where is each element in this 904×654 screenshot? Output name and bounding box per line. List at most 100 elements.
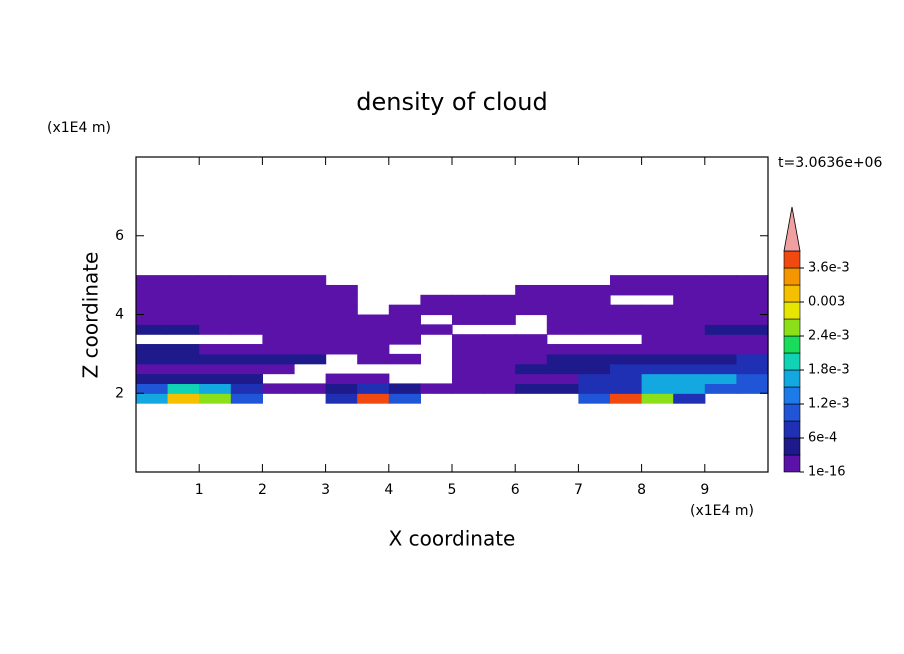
contour-cell <box>230 373 263 385</box>
contour-cell <box>483 383 516 394</box>
contour-cell <box>199 393 232 404</box>
contour-cell <box>388 314 421 325</box>
annotation: t=3.0636e+06 <box>778 155 882 171</box>
contour-cell <box>704 334 737 345</box>
y-tick-label: 4 <box>115 307 124 323</box>
contour-cell <box>610 344 643 355</box>
colorbar-band <box>783 403 801 422</box>
contour-cell <box>673 294 706 306</box>
colorbar-tick-label: 1.8e-3 <box>808 363 850 378</box>
contour-cell <box>578 344 611 355</box>
contour-cell <box>167 324 200 335</box>
contour-cell <box>199 324 232 335</box>
contour-cell <box>704 353 737 365</box>
contour-cell <box>704 373 737 385</box>
colorbar-tick-label: 1e-16 <box>808 465 846 480</box>
contour-cell <box>199 383 232 394</box>
contour-cell <box>736 334 769 345</box>
contour-cell <box>546 383 579 394</box>
contour-cell <box>641 344 674 355</box>
contour-cell <box>167 373 200 385</box>
contour-cell <box>199 344 232 355</box>
contour-cell <box>199 304 232 316</box>
contour-cell <box>136 353 169 365</box>
contour-cell <box>515 334 548 345</box>
contour-cell <box>262 363 295 375</box>
contour-cell <box>610 393 643 404</box>
colorbar-tick-label: 2.4e-3 <box>808 329 850 344</box>
contour-cell <box>736 275 769 286</box>
chart-title: density of cloud <box>356 88 547 116</box>
y-tick-label: 2 <box>115 385 124 401</box>
contour-cell <box>420 304 453 316</box>
contour-cell <box>641 284 674 296</box>
contour-cell <box>673 393 706 404</box>
colorbar-band <box>783 369 801 388</box>
contour-cell <box>673 373 706 385</box>
contour-cell <box>167 353 200 365</box>
contour-cell <box>515 344 548 355</box>
contour-cell <box>136 314 169 325</box>
contour-cell <box>610 275 643 286</box>
contour-cell <box>230 353 263 365</box>
contour-cell <box>610 363 643 375</box>
contour-cell <box>641 383 674 394</box>
contour-cell <box>704 344 737 355</box>
contour-cell <box>136 393 169 404</box>
contour-cell <box>262 284 295 296</box>
contour-cell <box>262 304 295 316</box>
contour-cell <box>546 324 579 335</box>
contour-cell <box>199 275 232 286</box>
contour-cell <box>736 284 769 296</box>
contour-cell <box>483 363 516 375</box>
contour-cell <box>262 294 295 306</box>
x-tick-label: 5 <box>448 482 457 498</box>
contour-cell <box>199 353 232 365</box>
contour-cell <box>420 324 453 335</box>
contour-cell <box>262 334 295 345</box>
contour-cell <box>736 353 769 365</box>
contour-cell <box>230 275 263 286</box>
contour-cell <box>578 314 611 325</box>
x-tick-label: 1 <box>195 482 204 498</box>
contour-cell <box>452 353 485 365</box>
contour-cell <box>357 353 390 365</box>
x-tick-label: 7 <box>574 482 583 498</box>
contour-cell <box>294 324 327 335</box>
y-tick-label: 6 <box>115 228 124 244</box>
contour-cell <box>483 304 516 316</box>
contour-cell <box>452 383 485 394</box>
contour-cell <box>294 334 327 345</box>
contour-cell <box>452 294 485 306</box>
colorbar-band <box>783 386 801 405</box>
contour-cell <box>610 353 643 365</box>
contour-cell <box>262 324 295 335</box>
contour-cell <box>452 363 485 375</box>
contour-cell <box>641 324 674 335</box>
contour-cell <box>262 383 295 394</box>
contour-cell <box>167 344 200 355</box>
contour-cell <box>578 324 611 335</box>
contour-cell <box>167 284 200 296</box>
colorbar-over <box>783 206 801 252</box>
contour-cell <box>673 324 706 335</box>
contour-cell <box>704 383 737 394</box>
contour-cell <box>325 314 358 325</box>
contour-cell <box>199 373 232 385</box>
contour-cell <box>325 324 358 335</box>
contour-cell <box>325 344 358 355</box>
contour-cell <box>546 284 579 296</box>
contour-cell <box>704 304 737 316</box>
contour-cell <box>546 363 579 375</box>
contour-cell <box>420 383 453 394</box>
colorbar-band <box>783 301 801 320</box>
contour-cell <box>578 363 611 375</box>
contour-cell <box>673 353 706 365</box>
contour-cell <box>673 383 706 394</box>
contour-cell <box>641 353 674 365</box>
contour-cell <box>610 284 643 296</box>
contour-cell <box>388 383 421 394</box>
contour-cell <box>294 353 327 365</box>
contour-cell <box>294 314 327 325</box>
contour-cell <box>546 353 579 365</box>
